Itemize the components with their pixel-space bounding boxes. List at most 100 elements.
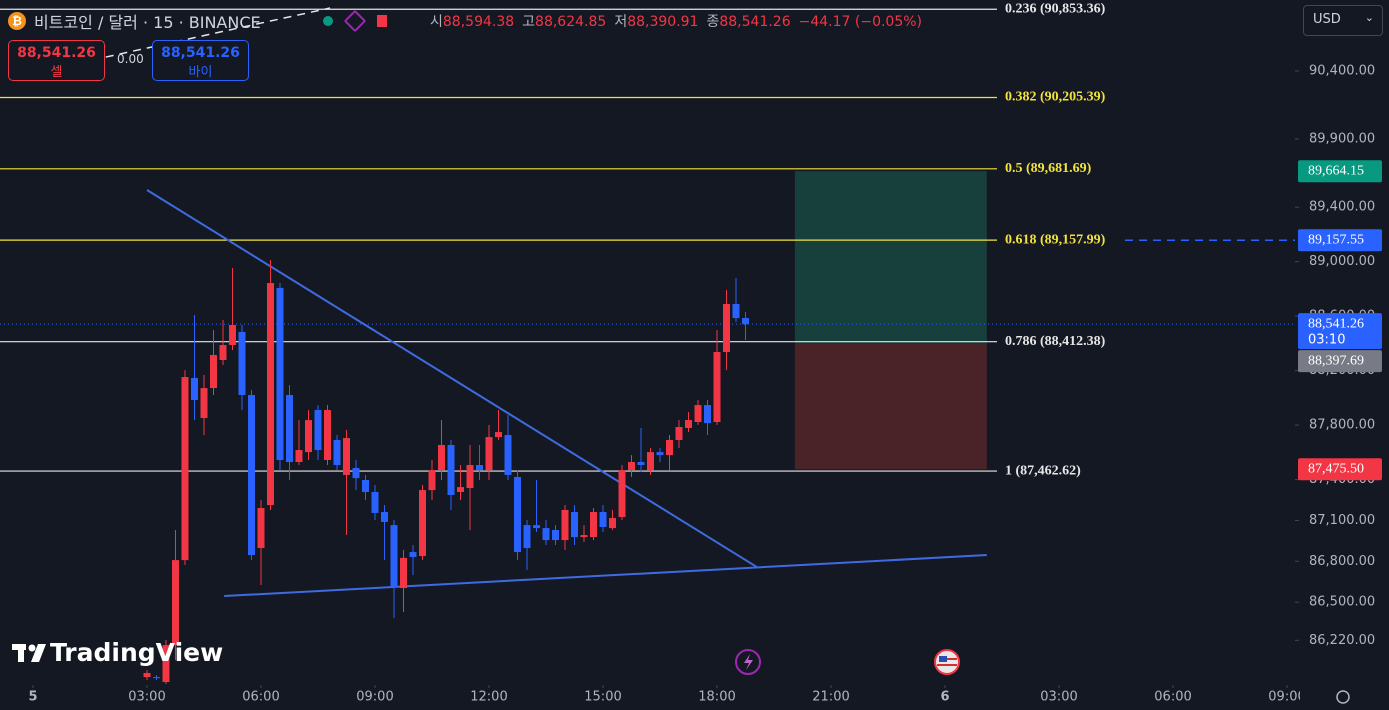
fib-label: 0.5 (89,681.69) <box>1005 161 1092 176</box>
candle-body <box>428 470 436 491</box>
chevron: ⌄ <box>1364 11 1374 24</box>
price-tag <box>1298 350 1382 373</box>
sell-button[interactable]: 88,541.26 셀 <box>8 40 105 81</box>
fib-label: 0.618 (89,157.99) <box>1005 232 1106 247</box>
candle-body <box>200 388 208 419</box>
event-icon[interactable] <box>735 649 761 675</box>
candle-body <box>390 525 398 588</box>
candle-body <box>590 512 598 538</box>
y-tick-label: 89,000.00 <box>1309 254 1375 269</box>
trendline <box>224 554 987 598</box>
x-tick-label: 6 <box>940 690 949 705</box>
market-status <box>322 16 333 26</box>
candle-body <box>361 480 369 492</box>
candle-body <box>333 439 341 466</box>
candle-body <box>209 354 217 389</box>
brand-name: TradingView <box>50 638 224 667</box>
candle-body <box>371 491 379 513</box>
candle-body <box>295 450 303 463</box>
symbol-title: 비트코인 / 달러 · 15 · BINANCE <box>34 13 261 32</box>
candle-body <box>571 512 578 538</box>
candle-body <box>342 438 350 475</box>
indicator-icon <box>343 9 366 33</box>
price-tag-label: 88,541.26 <box>1308 316 1364 331</box>
candle-body <box>561 509 569 541</box>
candle-body <box>675 427 683 440</box>
currency-select[interactable]: USD ⌄ <box>1303 5 1383 36</box>
ohlc-legend: 시88,594.38 고88,624.85 저88,390.91 종88,541.26… <box>430 11 930 31</box>
y-tick-label: 87,100.00 <box>1309 513 1375 528</box>
buy-price: 88,541.26 <box>161 45 240 61</box>
candle-body <box>171 560 179 646</box>
candle-body <box>494 432 502 438</box>
spread: 0.00 <box>117 52 144 66</box>
x-tick-label: 06:00 <box>242 690 279 705</box>
candle-body <box>437 444 445 471</box>
countdown: 03:10 <box>1308 333 1345 348</box>
candle-body <box>713 351 721 422</box>
candle-body <box>352 468 360 479</box>
sell-label: 셀 <box>50 65 63 80</box>
symbol-header[interactable]: ₿ 비트코인 / 달러 · 15 · BINANCE <box>8 8 387 34</box>
x-tick-label: 09:00 <box>1268 690 1305 705</box>
candle-body <box>618 470 626 518</box>
price-change: −44.17 (−0.05%) <box>798 14 923 30</box>
candle-body <box>219 345 227 361</box>
candle-body <box>475 465 483 471</box>
candle-body <box>742 318 750 325</box>
candle-body <box>304 420 312 453</box>
price-tag <box>1298 160 1382 183</box>
drawing-dashed <box>9 7 331 79</box>
ohlc-label: 종 <box>706 14 720 30</box>
price-tag-label: 88,397.69 <box>1308 353 1364 368</box>
fib-label: 0.382 (90,205.39) <box>1005 90 1106 105</box>
flag-button[interactable] <box>376 15 387 27</box>
y-tick-label: 86,800.00 <box>1309 554 1375 569</box>
x-tick-label: 12:00 <box>470 690 507 705</box>
ohlc-label: 고 <box>522 14 536 30</box>
candle-body <box>399 557 407 589</box>
x-tick-label: 09:00 <box>356 690 393 705</box>
brand-logo <box>12 643 46 662</box>
x-tick-label: 15:00 <box>584 690 621 705</box>
price-tag <box>1298 229 1382 252</box>
candle-body <box>685 420 693 428</box>
candle-body <box>513 477 521 553</box>
fib-label: 0.236 (90,853.36) <box>1005 1 1106 16</box>
candle-body <box>190 377 198 401</box>
candle-body <box>247 395 255 556</box>
ohlc-value: 88,594.38 <box>442 14 515 30</box>
currency: USD <box>1313 12 1341 27</box>
btc-icon: ₿ <box>8 12 26 30</box>
buy-button[interactable]: 88,541.26 바이 <box>152 40 249 81</box>
x-tick-label: 03:00 <box>1040 690 1077 705</box>
x-tick-label: 06:00 <box>1154 690 1191 705</box>
price-tag-label: 89,664.15 <box>1308 163 1364 178</box>
flag-canton <box>939 656 947 662</box>
x-tick-label: 21:00 <box>812 690 849 705</box>
settings-icon[interactable] <box>1336 690 1350 704</box>
position-profit <box>794 171 987 344</box>
candle-body <box>466 465 474 489</box>
candle-body <box>504 435 512 475</box>
price-tag-label: 87,475.50 <box>1308 462 1364 477</box>
ohlc-value: 88,390.91 <box>627 14 699 30</box>
candle-body <box>314 409 322 451</box>
candle-body <box>485 437 493 471</box>
trendline <box>146 189 758 568</box>
fib-label: 1 (87,462.62) <box>1005 463 1081 478</box>
y-tick-label: 90,400.00 <box>1309 63 1375 78</box>
candle-body <box>228 324 236 346</box>
candle-body <box>532 525 540 529</box>
candle-body <box>628 462 636 471</box>
buy-label: 바이 <box>188 65 213 80</box>
candle-body <box>276 287 284 460</box>
candle-body <box>599 512 607 527</box>
candle-body <box>704 405 712 424</box>
ohlc-value: 88,541.26 <box>719 14 791 30</box>
candle-body <box>238 331 246 396</box>
lightning-icon <box>744 654 753 670</box>
candle-body <box>656 452 664 456</box>
price-tag-label: 89,157.55 <box>1308 232 1364 247</box>
